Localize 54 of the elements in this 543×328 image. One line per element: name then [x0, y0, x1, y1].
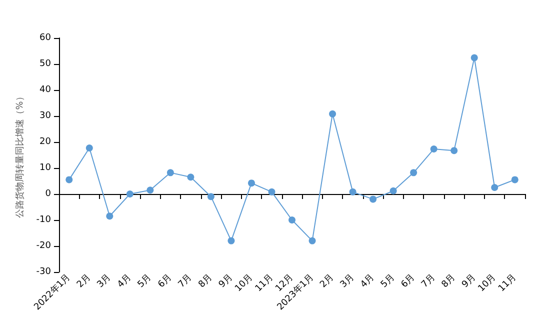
point [410, 169, 418, 176]
y-tick-label: 20 [40, 137, 52, 147]
point [511, 176, 518, 184]
x-tick-label: 11月 [496, 272, 518, 294]
y-tick-label: 30 [40, 111, 52, 121]
x-tick-label: 11月 [254, 272, 276, 294]
y-tick-label: -10 [36, 215, 52, 225]
point [268, 188, 276, 196]
point [470, 54, 478, 62]
y-tick-label: 10 [40, 163, 52, 173]
x-tick-label: 10月 [233, 272, 256, 294]
point [166, 169, 174, 176]
x-tick-label: 5月 [379, 272, 397, 290]
point [187, 174, 194, 181]
y-tick-label: 0 [45, 189, 52, 199]
point [288, 216, 296, 224]
point [370, 196, 377, 203]
x-tick-label: 6月 [400, 272, 418, 290]
point [349, 188, 356, 196]
x-tick-label: 4月 [359, 272, 377, 290]
point [329, 110, 336, 118]
point [146, 186, 154, 194]
point [248, 180, 255, 187]
point [390, 187, 397, 194]
point [207, 193, 214, 200]
x-tick-label: 8月 [197, 272, 214, 290]
point [491, 184, 498, 191]
point [126, 190, 134, 198]
y-tick-label: -30 [36, 267, 52, 277]
point [450, 147, 458, 154]
x-tick-label: 4月 [116, 272, 134, 290]
x-tick-label: 3月 [96, 272, 114, 290]
point [308, 237, 316, 244]
x-tick-label: 2月 [318, 272, 336, 290]
point [106, 212, 114, 220]
y-tick-label: 50 [40, 59, 52, 69]
point [430, 146, 438, 153]
y-tick-label: -20 [36, 241, 52, 251]
y-tick-label: 40 [40, 85, 52, 95]
x-tick-label: 9月 [460, 272, 478, 290]
point [228, 237, 235, 244]
x-tick-label: 7月 [176, 272, 194, 290]
x-tick-label: 3月 [338, 272, 356, 290]
x-tick-label: 2月 [75, 272, 93, 290]
x-tick-label: 10月 [476, 272, 498, 294]
x-tick-label: 9月 [217, 272, 235, 290]
point [66, 176, 73, 184]
x-tick-label: 6月 [156, 272, 174, 290]
x-tick-label: 7月 [420, 272, 438, 290]
point [86, 144, 93, 152]
y-tick-label: 60 [40, 33, 52, 43]
y-axis-title: 公路货物周转量同比增速（%） [14, 92, 26, 218]
x-tick-label: 8月 [440, 272, 458, 290]
x-tick-label: 5月 [136, 272, 154, 290]
